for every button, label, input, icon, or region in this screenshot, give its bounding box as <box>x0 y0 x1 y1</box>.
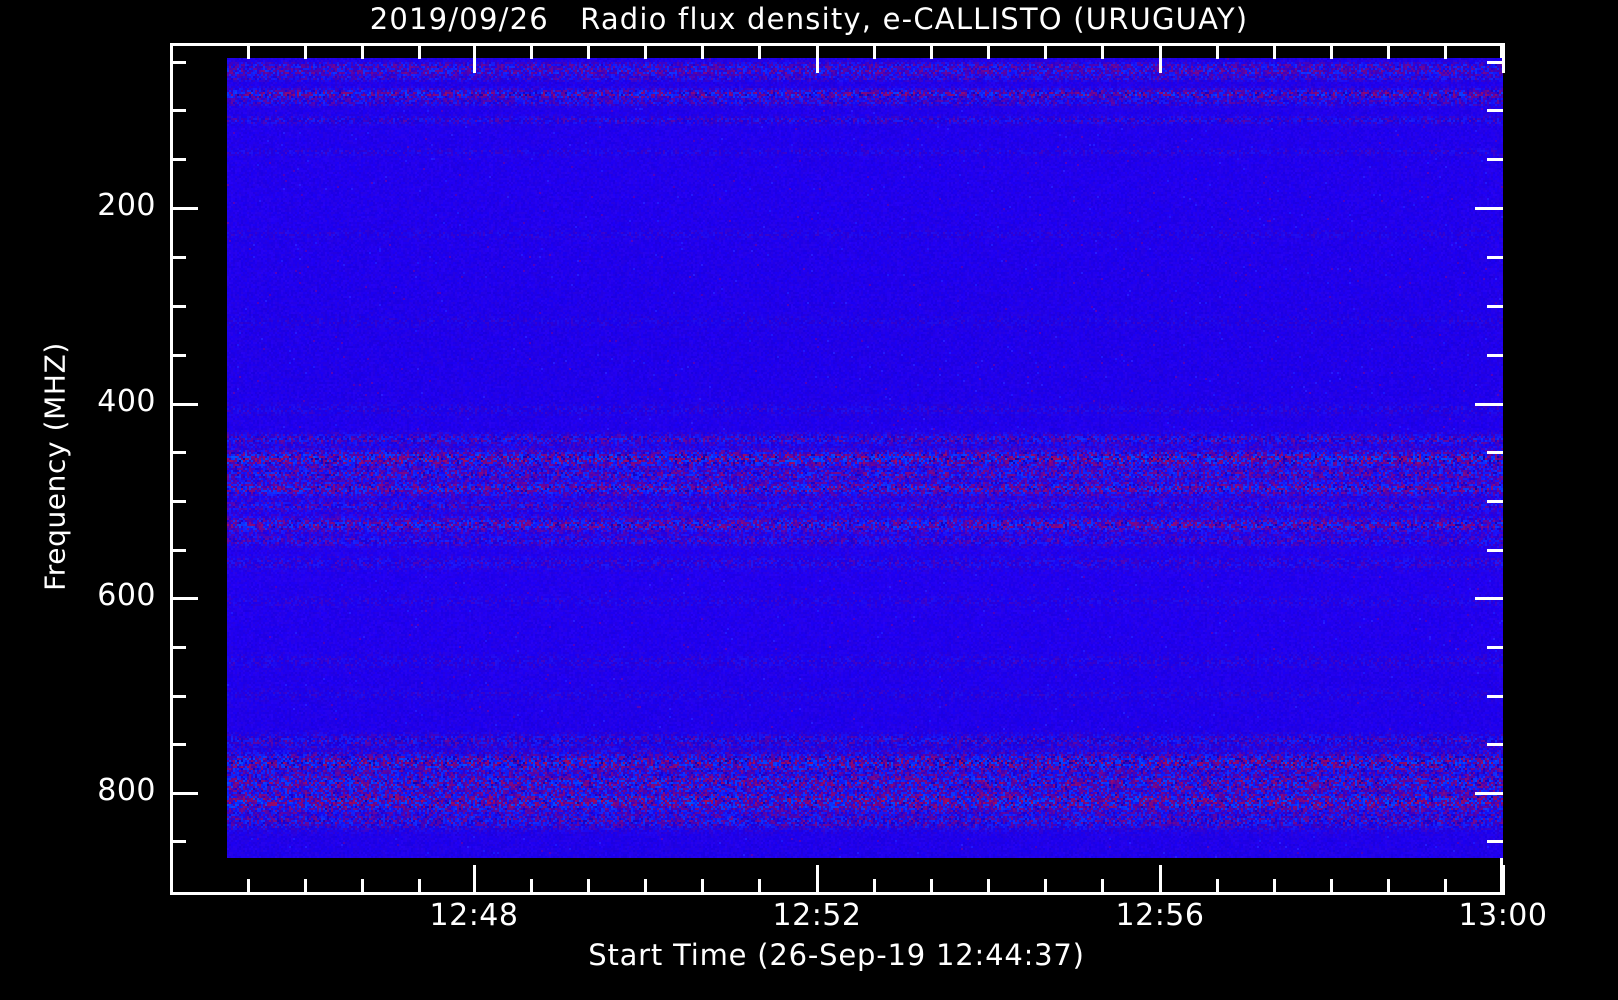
y-tick-minor-right-5 <box>1487 354 1503 357</box>
y-tick-major-200 <box>170 207 198 210</box>
x-tick-label-12-48: 12:48 <box>429 898 519 933</box>
y-tick-minor-8 <box>170 549 186 552</box>
x-tick-minor-top-14 <box>1216 43 1219 59</box>
x-tick-major-top-0 <box>473 43 476 73</box>
x-tick-major-top-2 <box>1159 43 1162 73</box>
x-tick-minor-11 <box>987 879 990 895</box>
x-tick-label-12-56: 12:56 <box>1115 898 1205 933</box>
y-tick-minor-right-7 <box>1487 500 1503 503</box>
y-tick-label-200: 200 <box>97 188 156 223</box>
x-tick-minor-9 <box>873 879 876 895</box>
y-axis-title: Frequency (MHZ) <box>38 342 72 591</box>
y-tick-minor-right-9 <box>1487 646 1503 649</box>
y-tick-minor-right-8 <box>1487 549 1503 552</box>
y-tick-minor-right-0 <box>1487 61 1503 64</box>
y-tick-minor-7 <box>170 500 186 503</box>
x-tick-minor-14 <box>1216 879 1219 895</box>
x-tick-label-13-00: 13:00 <box>1458 898 1548 933</box>
x-tick-minor-top-0 <box>247 43 250 59</box>
x-tick-minor-10 <box>930 879 933 895</box>
x-tick-minor-top-8 <box>758 43 761 59</box>
x-tick-minor-top-18 <box>1444 43 1447 59</box>
y-tick-minor-12 <box>170 840 186 843</box>
x-tick-minor-top-3 <box>418 43 421 59</box>
y-tick-minor-2 <box>170 158 186 161</box>
y-tick-minor-3 <box>170 256 186 259</box>
x-tick-minor-top-11 <box>987 43 990 59</box>
spectrogram-image <box>227 58 1503 858</box>
y-tick-minor-right-12 <box>1487 840 1503 843</box>
y-tick-minor-1 <box>170 109 186 112</box>
x-axis-title: Start Time (26-Sep-19 12:44:37) <box>588 938 1085 972</box>
x-tick-minor-2 <box>361 879 364 895</box>
x-tick-minor-top-6 <box>644 43 647 59</box>
y-tick-major-800 <box>170 792 198 795</box>
x-tick-minor-top-1 <box>304 43 307 59</box>
x-tick-minor-4 <box>530 879 533 895</box>
x-tick-minor-3 <box>418 879 421 895</box>
y-tick-minor-0 <box>170 61 186 64</box>
y-tick-minor-right-11 <box>1487 743 1503 746</box>
y-tick-major-600 <box>170 597 198 600</box>
page-title: 2019/09/26 Radio flux density, e-CALLIST… <box>369 2 1249 36</box>
x-tick-minor-top-9 <box>873 43 876 59</box>
x-tick-major-1 <box>816 865 819 895</box>
y-tick-minor-11 <box>170 743 186 746</box>
y-tick-minor-right-4 <box>1487 305 1503 308</box>
x-tick-minor-0 <box>247 879 250 895</box>
x-tick-label-12-52: 12:52 <box>772 898 862 933</box>
x-tick-minor-7 <box>701 879 704 895</box>
x-tick-minor-top-5 <box>587 43 590 59</box>
x-tick-major-top-3 <box>1502 43 1505 73</box>
y-tick-minor-4 <box>170 305 186 308</box>
x-tick-minor-15 <box>1273 879 1276 895</box>
x-tick-minor-top-12 <box>1044 43 1047 59</box>
x-tick-minor-1 <box>304 879 307 895</box>
x-tick-minor-13 <box>1101 879 1104 895</box>
y-tick-label-400: 400 <box>97 384 156 419</box>
x-tick-minor-top-7 <box>701 43 704 59</box>
y-tick-minor-right-3 <box>1487 256 1503 259</box>
y-tick-major-400 <box>170 403 198 406</box>
x-tick-minor-5 <box>587 879 590 895</box>
x-tick-minor-12 <box>1044 879 1047 895</box>
x-tick-major-0 <box>473 865 476 895</box>
y-tick-label-600: 600 <box>97 578 156 613</box>
x-tick-minor-18 <box>1444 879 1447 895</box>
x-tick-minor-16 <box>1330 879 1333 895</box>
x-tick-minor-6 <box>644 879 647 895</box>
y-tick-minor-right-6 <box>1487 451 1503 454</box>
x-tick-major-2 <box>1159 865 1162 895</box>
y-tick-major-right-200 <box>1475 207 1503 210</box>
x-tick-minor-8 <box>758 879 761 895</box>
spectrogram-canvas <box>227 58 1503 858</box>
x-tick-minor-top-16 <box>1330 43 1333 59</box>
y-tick-minor-right-2 <box>1487 158 1503 161</box>
y-tick-minor-10 <box>170 695 186 698</box>
y-tick-minor-6 <box>170 451 186 454</box>
x-tick-major-top-1 <box>816 43 819 73</box>
y-tick-minor-right-10 <box>1487 695 1503 698</box>
x-tick-minor-17 <box>1387 879 1390 895</box>
y-tick-minor-9 <box>170 646 186 649</box>
x-tick-minor-top-2 <box>361 43 364 59</box>
y-tick-label-800: 800 <box>97 773 156 808</box>
y-tick-minor-right-1 <box>1487 109 1503 112</box>
x-tick-minor-top-15 <box>1273 43 1276 59</box>
x-tick-major-3 <box>1502 865 1505 895</box>
y-tick-minor-5 <box>170 354 186 357</box>
y-tick-major-right-400 <box>1475 403 1503 406</box>
x-tick-minor-top-17 <box>1387 43 1390 59</box>
x-tick-minor-top-10 <box>930 43 933 59</box>
x-tick-minor-top-4 <box>530 43 533 59</box>
x-tick-minor-top-13 <box>1101 43 1104 59</box>
y-tick-major-right-800 <box>1475 792 1503 795</box>
y-tick-major-right-600 <box>1475 597 1503 600</box>
